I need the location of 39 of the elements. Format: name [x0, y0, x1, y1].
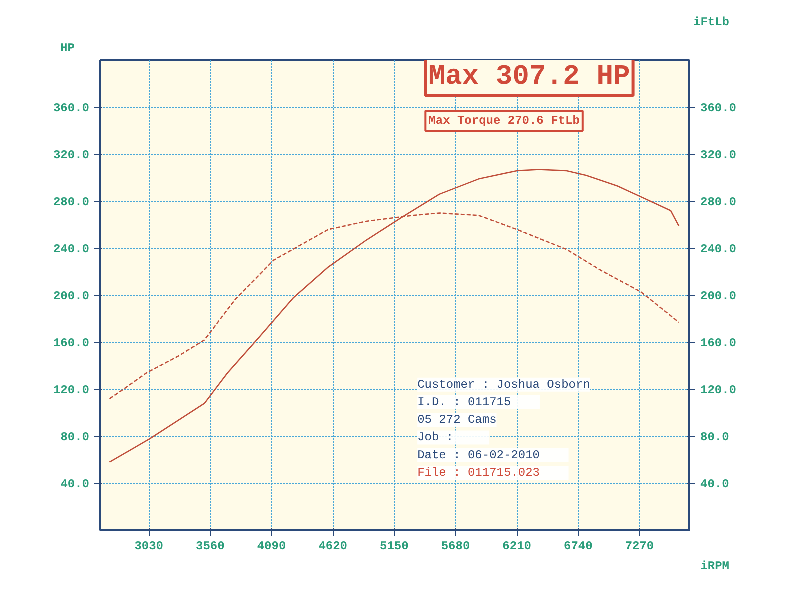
y-tick-label: 160.0: [53, 336, 90, 350]
x-tick-label: 4620: [318, 540, 348, 554]
x-tick-label: 3560: [196, 540, 225, 554]
y-tick-label: 280.0: [53, 196, 90, 210]
y-tick-label: 360.0: [53, 102, 90, 116]
annotation: Max Torque 270.6 FtLb: [428, 114, 580, 128]
y-tick-label: 240.0: [53, 242, 90, 256]
x-tick-label: 5680: [441, 540, 470, 554]
y2-tick-label: 360.0: [700, 102, 737, 116]
annotation: I.D. : 011715: [418, 395, 512, 410]
annotation: Max 307.2 HP: [428, 62, 630, 93]
y2-axis-title: iFtLb: [693, 16, 730, 30]
annotation: File : 011715.023: [418, 466, 540, 480]
y2-tick-label: 120.0: [700, 384, 737, 398]
x-tick-label: 3030: [134, 540, 164, 554]
x-tick-label: 7270: [625, 540, 654, 554]
y2-tick-label: 200.0: [700, 290, 737, 304]
x-tick-label: 6740: [564, 540, 593, 554]
x-tick-label: 5150: [380, 540, 409, 554]
annotation: 05 272 Cams: [418, 413, 497, 428]
line-series: [109, 169, 680, 463]
annotation: Job :: [418, 430, 454, 445]
y2-tick-label: 240.0: [700, 242, 737, 256]
y-tick-label: 80.0: [60, 430, 90, 444]
y2-tick-label: 80.0: [700, 430, 730, 444]
y-tick-label: 200.0: [53, 290, 90, 304]
y-tick-label: 320.0: [53, 148, 90, 162]
x-tick-label: 4090: [257, 540, 286, 554]
annotation: Customer : Joshua Osborn: [418, 378, 590, 392]
annotation: Date : 06-02-2010: [418, 448, 540, 462]
y2-tick-label: 280.0: [700, 196, 737, 210]
y-tick-label: 120.0: [53, 384, 90, 398]
x-axis-title: iRPM: [700, 560, 730, 574]
y2-tick-label: 40.0: [700, 478, 730, 492]
y-tick-label: 40.0: [60, 478, 90, 492]
y2-tick-label: 160.0: [700, 336, 737, 350]
y-axis-title: HP: [60, 42, 75, 56]
y2-tick-label: 320.0: [700, 148, 737, 162]
x-tick-label: 6210: [502, 540, 532, 554]
